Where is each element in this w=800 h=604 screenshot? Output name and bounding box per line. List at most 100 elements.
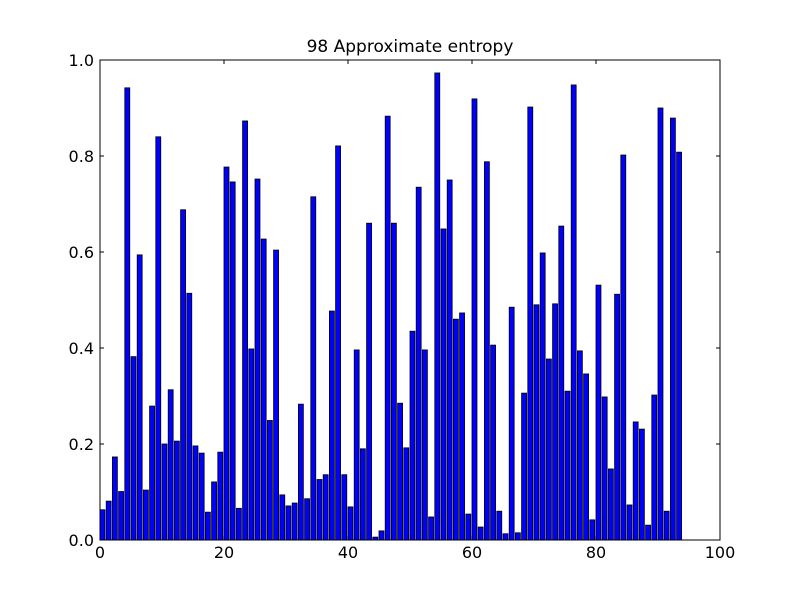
bar xyxy=(217,451,224,541)
bar xyxy=(118,491,124,541)
bar xyxy=(632,421,639,541)
bar xyxy=(291,502,298,541)
bar xyxy=(428,516,434,541)
x-tick-label: 40 xyxy=(338,543,358,562)
bar xyxy=(459,312,465,541)
bar xyxy=(620,154,627,541)
bar xyxy=(254,178,261,541)
bar xyxy=(366,222,372,541)
bar xyxy=(310,196,317,541)
bar xyxy=(273,249,279,541)
bar xyxy=(446,179,453,541)
bar xyxy=(130,356,137,541)
bar xyxy=(552,303,558,541)
x-tick-label: 60 xyxy=(462,543,482,562)
bar xyxy=(384,115,391,541)
bar xyxy=(335,145,341,541)
bar xyxy=(266,420,273,541)
bar xyxy=(452,318,459,541)
bar xyxy=(608,468,614,541)
bar xyxy=(577,350,583,541)
x-tick-label: 100 xyxy=(705,543,736,562)
y-tick-label: 0.2 xyxy=(69,435,94,454)
bar xyxy=(204,511,211,541)
bar xyxy=(589,519,596,541)
bar-series xyxy=(99,72,682,541)
y-tick-label: 0.0 xyxy=(69,531,94,550)
bar xyxy=(378,530,385,541)
y-tick-label: 1.0 xyxy=(69,51,94,70)
bar xyxy=(626,504,633,541)
x-tick-label: 80 xyxy=(586,543,606,562)
bar xyxy=(508,306,515,541)
bar xyxy=(328,310,335,541)
bar xyxy=(167,389,174,541)
bar xyxy=(186,292,193,541)
bar xyxy=(465,513,472,541)
bar xyxy=(471,98,478,541)
bar xyxy=(285,505,292,541)
bar xyxy=(403,447,410,541)
bar xyxy=(223,166,230,541)
bar xyxy=(359,448,366,541)
bar xyxy=(347,506,354,541)
bar xyxy=(149,405,155,541)
bar xyxy=(527,106,534,541)
bar xyxy=(99,509,106,541)
bar xyxy=(477,526,484,541)
tick-labels: 0 20 40 60 80 100 0.0 0.2 0.4 0.6 0.8 1.0 xyxy=(69,51,736,562)
bar xyxy=(521,392,527,541)
bar xyxy=(142,489,149,541)
bar xyxy=(260,238,267,541)
bar xyxy=(670,117,676,541)
bar xyxy=(434,72,441,541)
bar xyxy=(583,373,589,541)
bar xyxy=(161,443,168,541)
bar xyxy=(390,222,397,541)
bar xyxy=(136,254,143,541)
bar xyxy=(112,456,118,541)
bar xyxy=(421,349,428,541)
bar xyxy=(502,533,509,541)
bar xyxy=(173,440,180,541)
x-tick-label: 20 xyxy=(214,543,234,562)
bar xyxy=(614,293,620,541)
bar xyxy=(397,402,403,541)
bar xyxy=(440,228,447,541)
chart-title: 98 Approximate entropy xyxy=(307,37,514,57)
bar xyxy=(515,532,521,541)
bar xyxy=(155,136,162,541)
bar xyxy=(490,344,496,541)
bar xyxy=(304,498,310,541)
plot-frame xyxy=(99,59,721,541)
bar xyxy=(409,330,416,541)
bar xyxy=(558,225,565,541)
bar xyxy=(316,479,323,541)
y-tick-label: 0.6 xyxy=(69,243,94,262)
bar xyxy=(601,396,608,541)
y-tick-label: 0.8 xyxy=(69,147,94,166)
bar xyxy=(676,151,682,541)
bar xyxy=(564,390,571,541)
bar xyxy=(657,107,664,541)
bar xyxy=(645,524,651,541)
bar xyxy=(639,428,645,541)
bar xyxy=(192,445,199,541)
bar xyxy=(546,358,552,541)
bar xyxy=(105,500,112,541)
bar xyxy=(124,87,131,541)
bar xyxy=(235,507,242,541)
bar xyxy=(496,510,503,541)
x-tick-label: 0 xyxy=(95,543,105,562)
bar xyxy=(248,348,255,541)
bar xyxy=(483,161,490,541)
bar xyxy=(322,474,329,541)
bar xyxy=(651,394,658,541)
bar xyxy=(353,349,360,541)
bar xyxy=(415,186,422,541)
bar xyxy=(341,474,348,541)
bar xyxy=(595,284,602,541)
bar xyxy=(198,452,205,541)
